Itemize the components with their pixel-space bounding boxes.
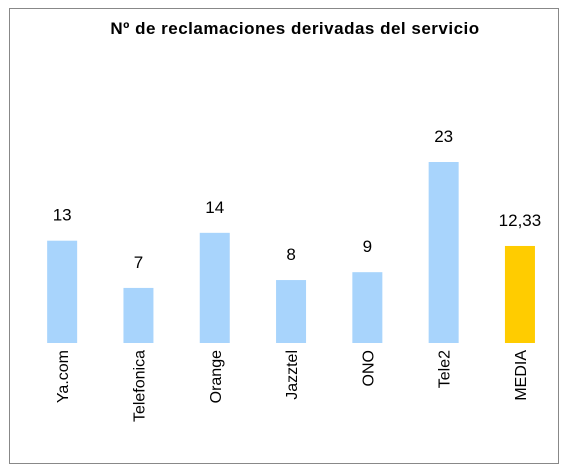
chart-frame — [9, 8, 559, 464]
x-tick-label: MEDIA — [513, 350, 530, 401]
bar — [352, 272, 383, 343]
value-label: 13 — [53, 206, 72, 225]
value-label: 12,33 — [499, 211, 542, 230]
bar — [47, 240, 78, 343]
value-label: 8 — [286, 245, 295, 264]
x-tick-label: Tele2 — [437, 350, 454, 388]
bar — [428, 162, 459, 343]
x-tick-label: ONO — [360, 350, 377, 386]
value-label: 14 — [205, 198, 224, 217]
value-label: 7 — [134, 253, 143, 272]
x-tick-label: Jazztel — [284, 350, 301, 400]
value-label: 23 — [434, 127, 453, 146]
bar — [199, 232, 230, 343]
bar — [504, 245, 535, 343]
value-label: 9 — [363, 237, 372, 256]
bar — [123, 287, 154, 343]
bar — [276, 280, 307, 343]
x-tick-label: Orange — [208, 350, 225, 403]
x-tick-label: Telefonica — [131, 350, 148, 422]
chart-title: Nº de reclamaciones derivadas del servic… — [110, 19, 480, 38]
x-tick-label: Ya.com — [55, 350, 72, 403]
